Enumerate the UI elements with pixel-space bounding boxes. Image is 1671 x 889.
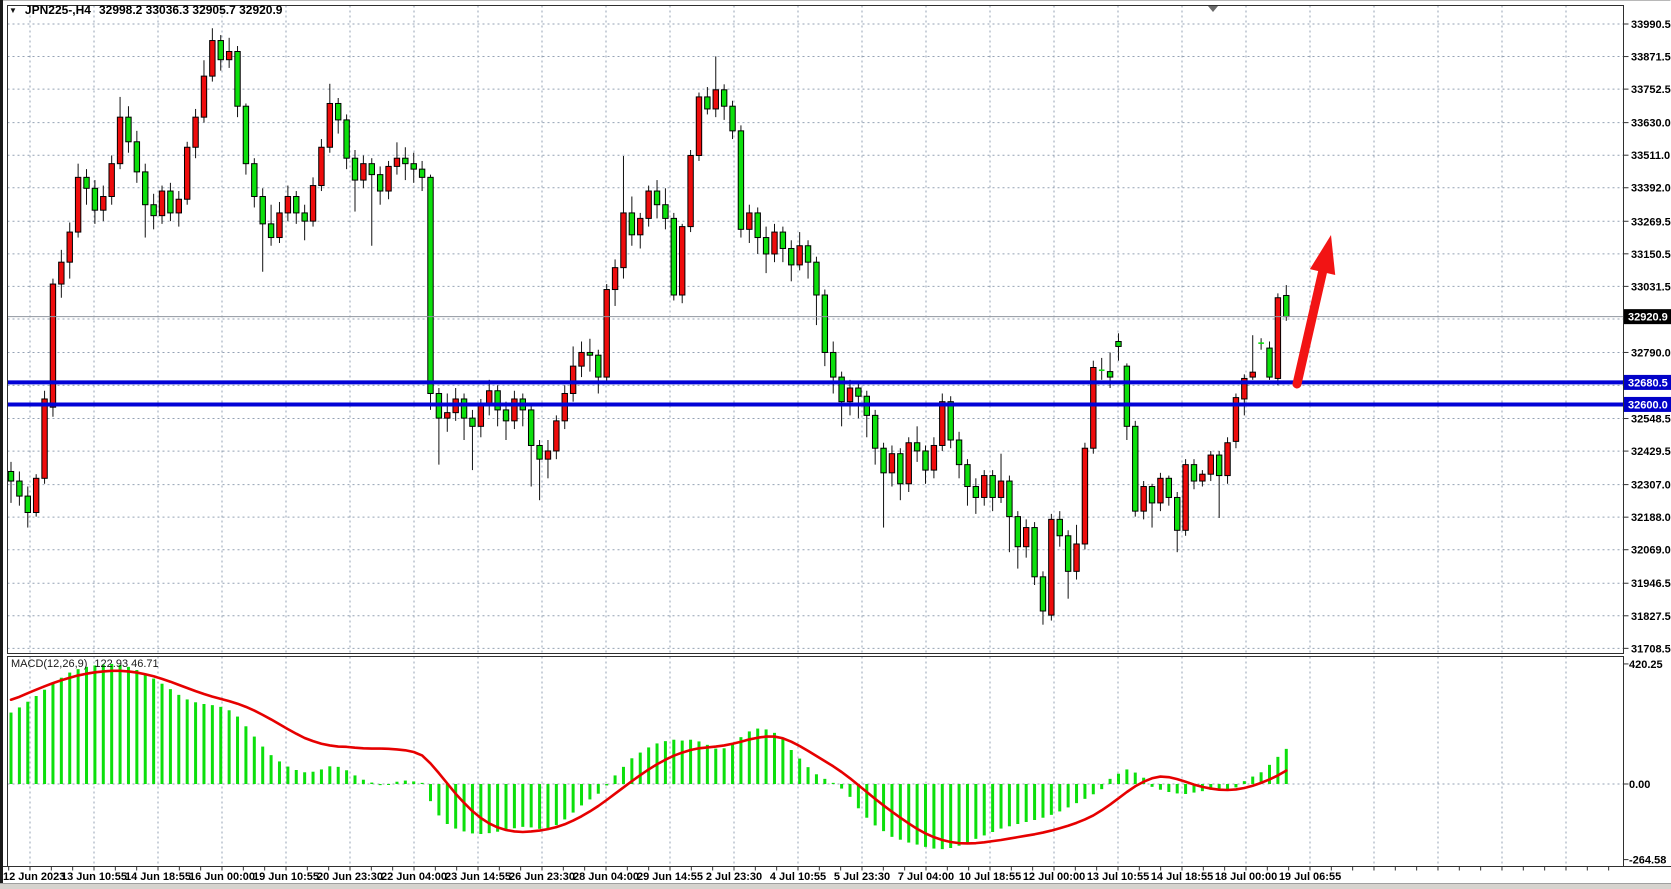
svg-text:32188.0: 32188.0 <box>1631 512 1671 524</box>
svg-text:33150.5: 33150.5 <box>1631 249 1671 261</box>
svg-text:32680.5: 32680.5 <box>1628 377 1668 389</box>
svg-text:33269.5: 33269.5 <box>1631 216 1671 228</box>
svg-text:32920.9: 32920.9 <box>1628 312 1668 324</box>
svg-text:13 Jun 10:55: 13 Jun 10:55 <box>61 871 127 883</box>
svg-text:14 Jul 18:55: 14 Jul 18:55 <box>1151 871 1213 883</box>
svg-text:28 Jun 04:00: 28 Jun 04:00 <box>573 871 639 883</box>
chart-title: ▼ JPN225-,H4 32998.2 33036.3 32905.7 329… <box>9 3 282 17</box>
svg-text:31827.5: 31827.5 <box>1631 611 1671 623</box>
macd-label-name: MACD(12,26,9) <box>11 658 88 670</box>
svg-text:14 Jun 18:55: 14 Jun 18:55 <box>125 871 191 883</box>
svg-text:33871.5: 33871.5 <box>1631 52 1671 64</box>
svg-text:10 Jul 18:55: 10 Jul 18:55 <box>959 871 1021 883</box>
svg-text:31708.5: 31708.5 <box>1631 643 1671 655</box>
chart-title-ohlc: 32998.2 33036.3 32905.7 32920.9 <box>98 3 283 17</box>
svg-text:33752.5: 33752.5 <box>1631 84 1671 96</box>
svg-text:12 Jun 2023: 12 Jun 2023 <box>3 871 65 883</box>
svg-text:-264.58: -264.58 <box>1629 855 1666 867</box>
macd-indicator-label: MACD(12,26,9) 122.93 46.71 <box>11 658 159 670</box>
svg-text:7 Jul 04:00: 7 Jul 04:00 <box>898 871 954 883</box>
svg-text:13 Jul 10:55: 13 Jul 10:55 <box>1087 871 1149 883</box>
svg-text:22 Jun 04:00: 22 Jun 04:00 <box>381 871 447 883</box>
current-price-label: 32920.9 <box>1624 309 1671 325</box>
price-scale[interactable]: 33990.5 33871.5 33752.5 33630.0 33511.0 33392… <box>1623 19 1671 655</box>
chart-title-symbol: JPN225-,H4 <box>24 3 91 17</box>
svg-text:33990.5: 33990.5 <box>1631 19 1671 31</box>
macd-scale[interactable]: 420.25 0.00 -264.58 <box>1623 659 1667 867</box>
svg-text:4 Jul 10:55: 4 Jul 10:55 <box>770 871 826 883</box>
svg-text:20 Jun 23:30: 20 Jun 23:30 <box>317 871 383 883</box>
svg-text:32307.0: 32307.0 <box>1631 480 1671 492</box>
svg-text:33511.0: 33511.0 <box>1631 150 1670 162</box>
svg-text:420.25: 420.25 <box>1629 659 1663 671</box>
macd-histogram <box>9 663 1288 850</box>
svg-text:32429.5: 32429.5 <box>1631 446 1671 458</box>
macd-label-values: 122.93 46.71 <box>94 658 159 670</box>
svg-text:0.00: 0.00 <box>1629 779 1650 791</box>
svg-text:29 Jun 14:55: 29 Jun 14:55 <box>637 871 703 883</box>
chart-shift-marker[interactable] <box>1208 6 1218 12</box>
macd-signal-line <box>9 669 1288 845</box>
svg-text:32600.0: 32600.0 <box>1628 399 1668 411</box>
svg-text:5 Jul 23:30: 5 Jul 23:30 <box>834 871 890 883</box>
svg-text:32790.0: 32790.0 <box>1631 347 1671 359</box>
svg-text:33392.0: 33392.0 <box>1631 183 1671 195</box>
svg-text:12 Jul 00:00: 12 Jul 00:00 <box>1023 871 1085 883</box>
svg-text:18 Jul 00:00: 18 Jul 00:00 <box>1215 871 1277 883</box>
svg-text:33031.5: 33031.5 <box>1631 281 1671 293</box>
hline-price-label: 32680.5 <box>1624 374 1671 390</box>
svg-text:26 Jun 23:30: 26 Jun 23:30 <box>509 871 575 883</box>
trend-arrow[interactable] <box>1292 235 1336 389</box>
symbol-dropdown-icon[interactable]: ▼ <box>9 6 17 15</box>
window-left-edge <box>0 0 3 889</box>
svg-text:16 Jun 00:00: 16 Jun 00:00 <box>189 871 255 883</box>
hline-price-label: 32600.0 <box>1624 396 1671 412</box>
svg-text:19 Jun 10:55: 19 Jun 10:55 <box>253 871 319 883</box>
svg-text:32548.5: 32548.5 <box>1631 414 1671 426</box>
svg-text:32069.0: 32069.0 <box>1631 545 1671 557</box>
svg-text:33630.0: 33630.0 <box>1631 118 1671 130</box>
svg-text:2 Jul 23:30: 2 Jul 23:30 <box>706 871 762 883</box>
grid-layer <box>7 5 1624 867</box>
svg-text:31946.5: 31946.5 <box>1631 578 1671 590</box>
status-strip <box>0 884 1671 889</box>
svg-text:23 Jun 14:55: 23 Jun 14:55 <box>445 871 511 883</box>
svg-text:19 Jul 06:55: 19 Jul 06:55 <box>1279 871 1341 883</box>
